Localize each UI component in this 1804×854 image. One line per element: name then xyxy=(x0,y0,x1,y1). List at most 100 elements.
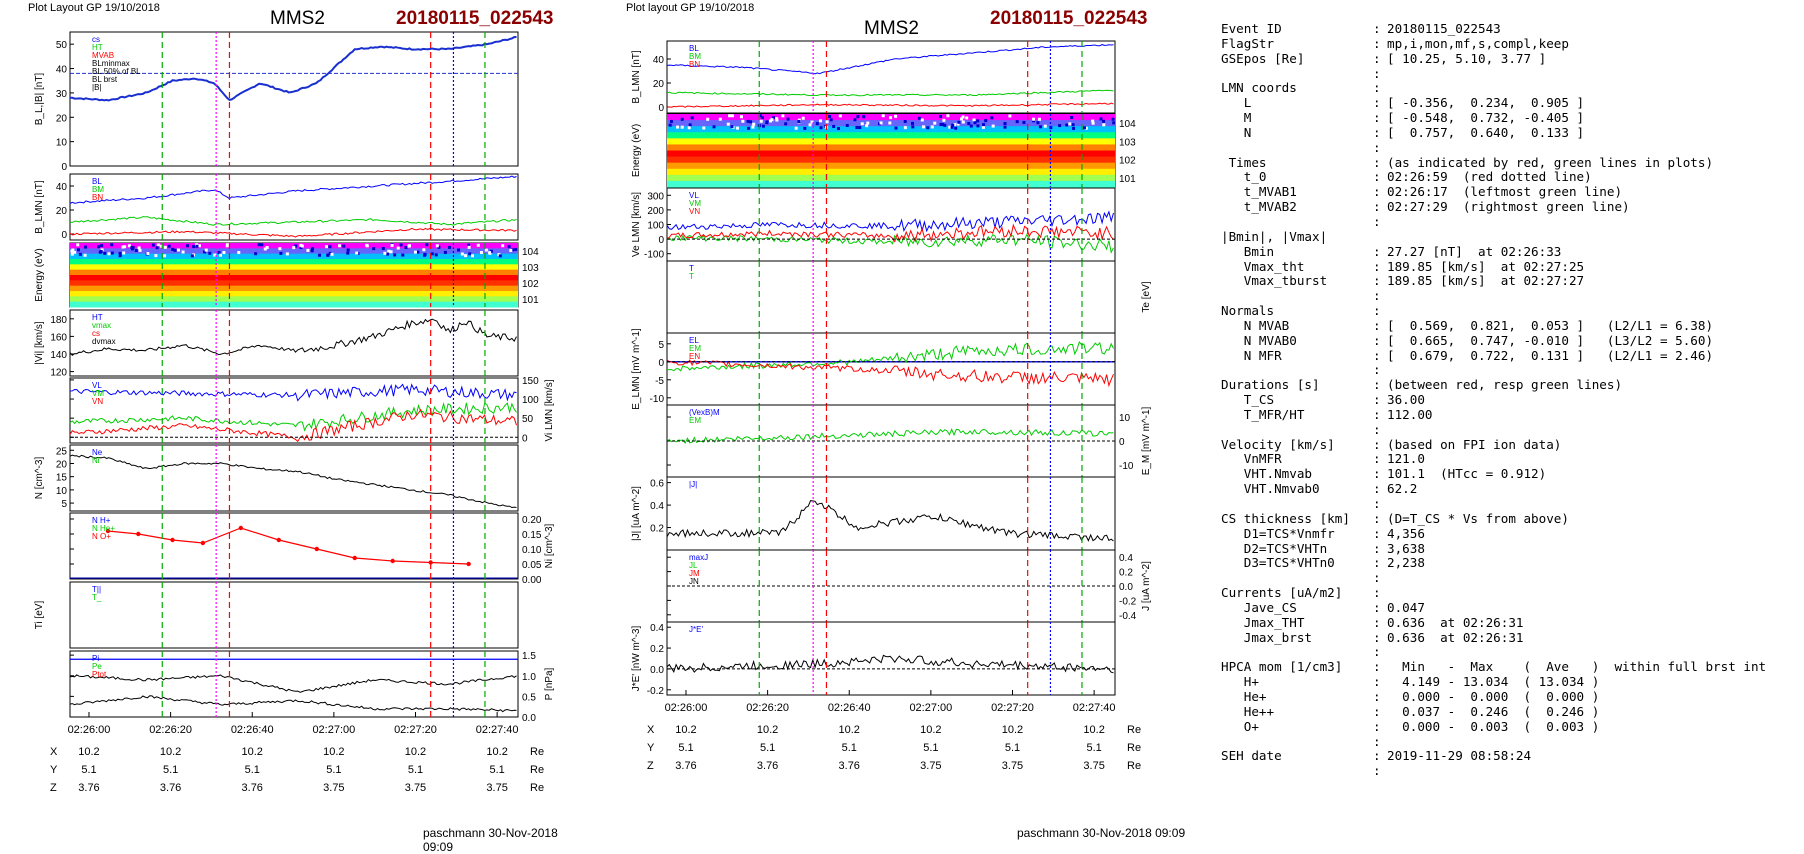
summary-colon: : xyxy=(1373,703,1381,719)
summary-key: Bmin xyxy=(1221,244,1275,259)
y-axis-label: E_LMN [mV m^-1] xyxy=(631,328,642,410)
y-tick-label: 180 xyxy=(50,315,67,326)
heatmap-speckle xyxy=(1065,123,1069,127)
summary-key: t_MVAB1 xyxy=(1221,185,1297,200)
heatmap-speckle xyxy=(825,120,829,124)
panel-frame xyxy=(666,621,1116,696)
legend-entry: EL xyxy=(689,336,699,345)
mid-panel-J: 0.2 0.4 0.6 |J| |J| [uA m^-2] xyxy=(631,476,1116,551)
heatmap-speckle xyxy=(730,114,734,118)
heatmap-speckle xyxy=(151,243,155,247)
heatmap-speckle xyxy=(772,116,776,120)
summary-value: [ -0.356, 0.234, 0.905 ] xyxy=(1387,96,1585,111)
heatmap-speckle xyxy=(961,115,965,119)
summary-key: Times xyxy=(1221,155,1267,170)
y-tick-label: 0.2 xyxy=(650,644,664,655)
left-panel-Ni: 0.00 0.05 0.10 0.15 0.20 N H+N He+N O+ Ni [cm^… xyxy=(69,512,555,586)
heatmap-band xyxy=(667,138,1115,145)
heatmap-speckle xyxy=(930,125,934,129)
summary-key: N MVAB0 xyxy=(1221,333,1297,348)
series-line xyxy=(666,44,1114,75)
summary-value: (between red, resp green lines) xyxy=(1387,378,1623,393)
heatmap-speckle xyxy=(107,252,111,256)
heatmap-speckle xyxy=(467,243,471,247)
summary-row: L: [ -0.356, 0.234, 0.905 ] xyxy=(1221,95,1801,111)
y-axis-label: Ve LMN [km/s] xyxy=(631,192,642,257)
heatmap-speckle xyxy=(176,248,180,252)
heatmap-speckle xyxy=(687,126,691,130)
heatmap-band xyxy=(70,248,518,255)
legend-entry: VM xyxy=(92,389,104,398)
summary-key xyxy=(1221,571,1373,586)
legend-entry: vmax xyxy=(92,321,111,330)
y-tick-label: 0.20 xyxy=(522,515,542,526)
y-tick-label: -0.2 xyxy=(1119,596,1137,607)
heatmap-speckle xyxy=(668,123,672,127)
legend-entry: EM xyxy=(689,344,701,353)
heatmap-speckle xyxy=(383,251,387,255)
heatmap-speckle xyxy=(110,251,114,255)
heatmap-band xyxy=(70,280,518,287)
heatmap-speckle xyxy=(784,122,788,126)
position-value: 3.76 xyxy=(78,782,99,794)
heatmap-speckle xyxy=(1022,120,1026,124)
data-point xyxy=(276,537,282,543)
heatmap-speckle xyxy=(186,244,190,248)
heatmap-speckle xyxy=(990,116,994,120)
heatmap-speckle xyxy=(1084,126,1088,130)
heatmap-speckle xyxy=(127,244,131,248)
y-axis-label: B_LMN [nT] xyxy=(631,50,642,104)
summary-key xyxy=(1221,363,1373,378)
heatmap-speckle xyxy=(819,119,823,123)
y-tick-label: 0.0 xyxy=(1119,582,1133,593)
heatmap-speckle xyxy=(888,121,892,125)
summary-key: |Bmin|, |Vmax| xyxy=(1221,229,1328,244)
time-tick-label: 02:26:40 xyxy=(828,702,871,714)
legend-entry: |J| xyxy=(689,480,697,489)
summary-row: VHT.Nmvab:101.1 (HTcc = 0.912) xyxy=(1221,466,1801,482)
summary-row: Times: (as indicated by red, green lines … xyxy=(1221,155,1801,171)
position-value: 3.76 xyxy=(160,782,181,794)
mid-panel-JE: -0.2 0.0 0.2 0.4 J*E' J*E' [nW m^-3] xyxy=(631,621,1116,697)
heatmap-speckle xyxy=(163,245,167,249)
summary-colon: : xyxy=(1373,674,1381,690)
heatmap-speckle xyxy=(957,120,961,124)
summary-key xyxy=(1221,645,1373,660)
summary-row: Jmax_brst:0.636 at 02:26:31 xyxy=(1221,630,1801,646)
summary-key: Durations [s] xyxy=(1221,378,1320,393)
position-value: 5.1 xyxy=(408,764,423,776)
summary-value xyxy=(1387,497,1801,512)
summary-colon: : xyxy=(1373,243,1381,259)
y-axis-label: B_LMN [nT] xyxy=(34,180,45,234)
heatmap-speckle xyxy=(775,117,779,121)
summary-value: [ 0.757, 0.640, 0.133 ] xyxy=(1387,125,1585,140)
summary-value: (as indicated by red, green lines in plo… xyxy=(1387,155,1714,170)
y-axis-label: J*E' [nW m^-3] xyxy=(631,626,642,692)
y-tick-label: 50 xyxy=(522,414,534,425)
heatmap-speckle xyxy=(865,124,869,128)
summary-colon: : xyxy=(1373,377,1381,393)
panel-frame xyxy=(666,40,1116,114)
heatmap-speckle xyxy=(396,246,400,250)
y-tick-label: 160 xyxy=(50,332,67,343)
panel-frame xyxy=(666,260,1116,334)
series-line xyxy=(666,233,1114,254)
panel-frame xyxy=(69,31,519,167)
heatmap-speckle xyxy=(815,122,819,126)
heatmap-speckle xyxy=(97,245,101,249)
summary-value: 189.85 [km/s] at 02:27:25 xyxy=(1387,259,1585,274)
heatmap-speckle xyxy=(801,116,805,120)
heatmap-speckle xyxy=(389,250,393,254)
summary-value: 02:27:29 (rightmost green line) xyxy=(1387,200,1630,215)
position-value: 5.1 xyxy=(163,764,178,776)
summary-key xyxy=(1221,764,1373,779)
heatmap-speckle xyxy=(941,122,945,126)
mid-panel-EM: -10 0 10 (VexB)MEM E_M [mV m^-1] xyxy=(666,404,1152,478)
legend-entry: JM xyxy=(689,569,700,578)
summary-row: He++: 0.037 - 0.246 ( 0.246 ) xyxy=(1221,703,1801,720)
position-value: 10.2 xyxy=(1002,724,1023,736)
position-value: 5.1 xyxy=(842,742,857,754)
